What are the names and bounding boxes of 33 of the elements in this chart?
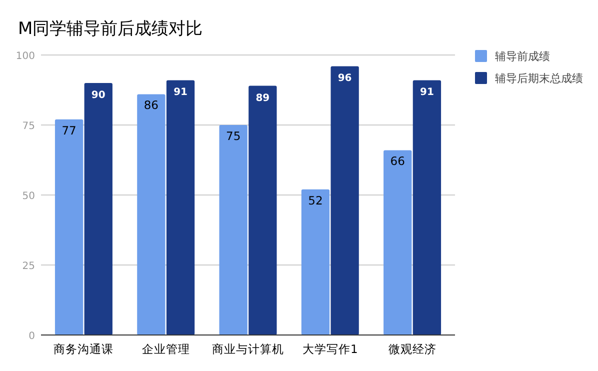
x-tick-label: 微观经济: [388, 342, 436, 356]
data-label: 91: [174, 87, 188, 98]
data-label: 77: [62, 123, 76, 138]
data-label: 52: [308, 193, 323, 208]
legend-label: 辅导后期末总成绩: [495, 72, 583, 85]
bar: [166, 80, 195, 335]
data-label: 66: [390, 154, 405, 168]
x-tick-label: 大学写作1: [302, 342, 358, 356]
data-label: 75: [226, 129, 241, 143]
x-tick-label: 商业与计算机: [212, 342, 284, 356]
x-tick-label: 商务沟通课: [54, 342, 114, 356]
chart-title: M同学辅导前后成绩对比: [18, 19, 203, 39]
bar: [412, 80, 442, 335]
y-tick-label: 75: [22, 121, 35, 132]
y-tick-label: 0: [28, 331, 35, 342]
bar: [330, 66, 359, 335]
bar: [219, 125, 248, 335]
data-label: 89: [256, 92, 270, 104]
bar: [54, 119, 84, 335]
data-label: 90: [91, 90, 106, 101]
data-label: 91: [420, 87, 434, 98]
bar: [84, 83, 112, 335]
data-label: 96: [338, 73, 352, 84]
y-tick-label: 25: [22, 261, 35, 272]
y-tick-label: 100: [16, 51, 35, 62]
bar: [384, 150, 412, 335]
bar: [301, 189, 330, 335]
data-label: 86: [144, 98, 159, 112]
x-tick-label: 企业管理: [142, 342, 190, 356]
bar: [137, 94, 166, 335]
bar: [248, 86, 277, 335]
legend-label: 辅导前成绩: [495, 50, 550, 63]
y-tick-label: 50: [22, 191, 35, 202]
